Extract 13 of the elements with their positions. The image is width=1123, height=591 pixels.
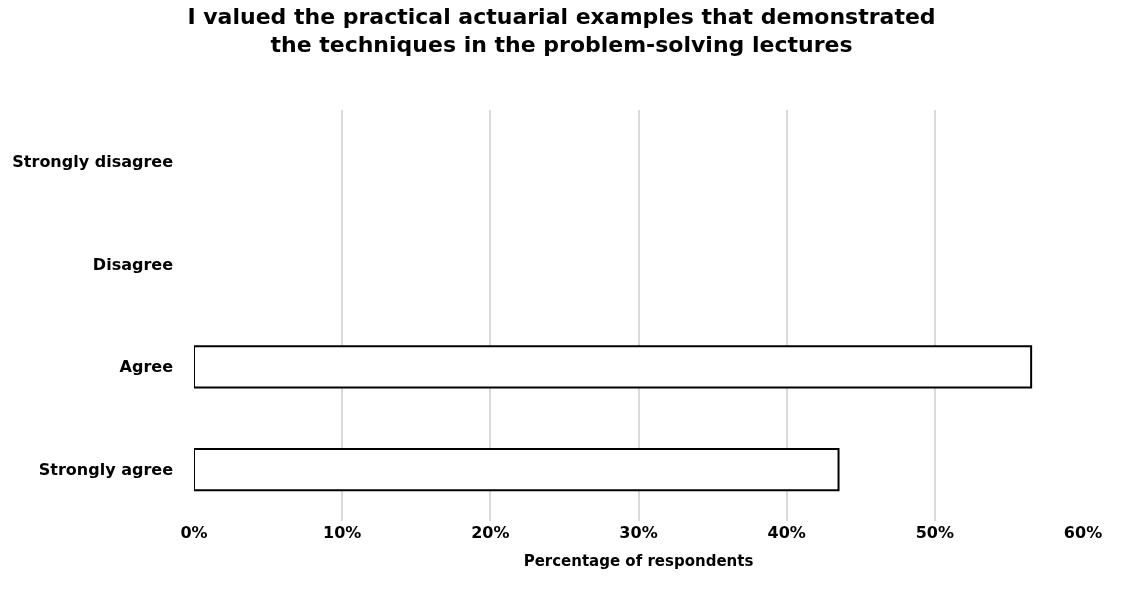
x-tick-label: 30% xyxy=(619,523,658,542)
x-axis-title: Percentage of respondents xyxy=(523,552,754,570)
y-tick-label: Agree xyxy=(119,357,174,377)
x-tick-label: 60% xyxy=(1063,523,1103,542)
y-tick-label: Strongly disagree xyxy=(12,151,174,171)
x-tick-label: 20% xyxy=(471,523,510,542)
x-tick-label: 40% xyxy=(767,523,806,542)
y-tick-label: Strongly agree xyxy=(38,460,174,480)
chart-title: I valued the practical actuarial examples that demonstrated the techniques in the problem-solving lectures xyxy=(187,3,936,58)
x-tick-label: 0% xyxy=(180,523,208,542)
x-tick-label: 10% xyxy=(323,523,362,542)
y-tick-label: Disagree xyxy=(92,254,174,274)
x-tick-label: 50% xyxy=(915,523,954,542)
